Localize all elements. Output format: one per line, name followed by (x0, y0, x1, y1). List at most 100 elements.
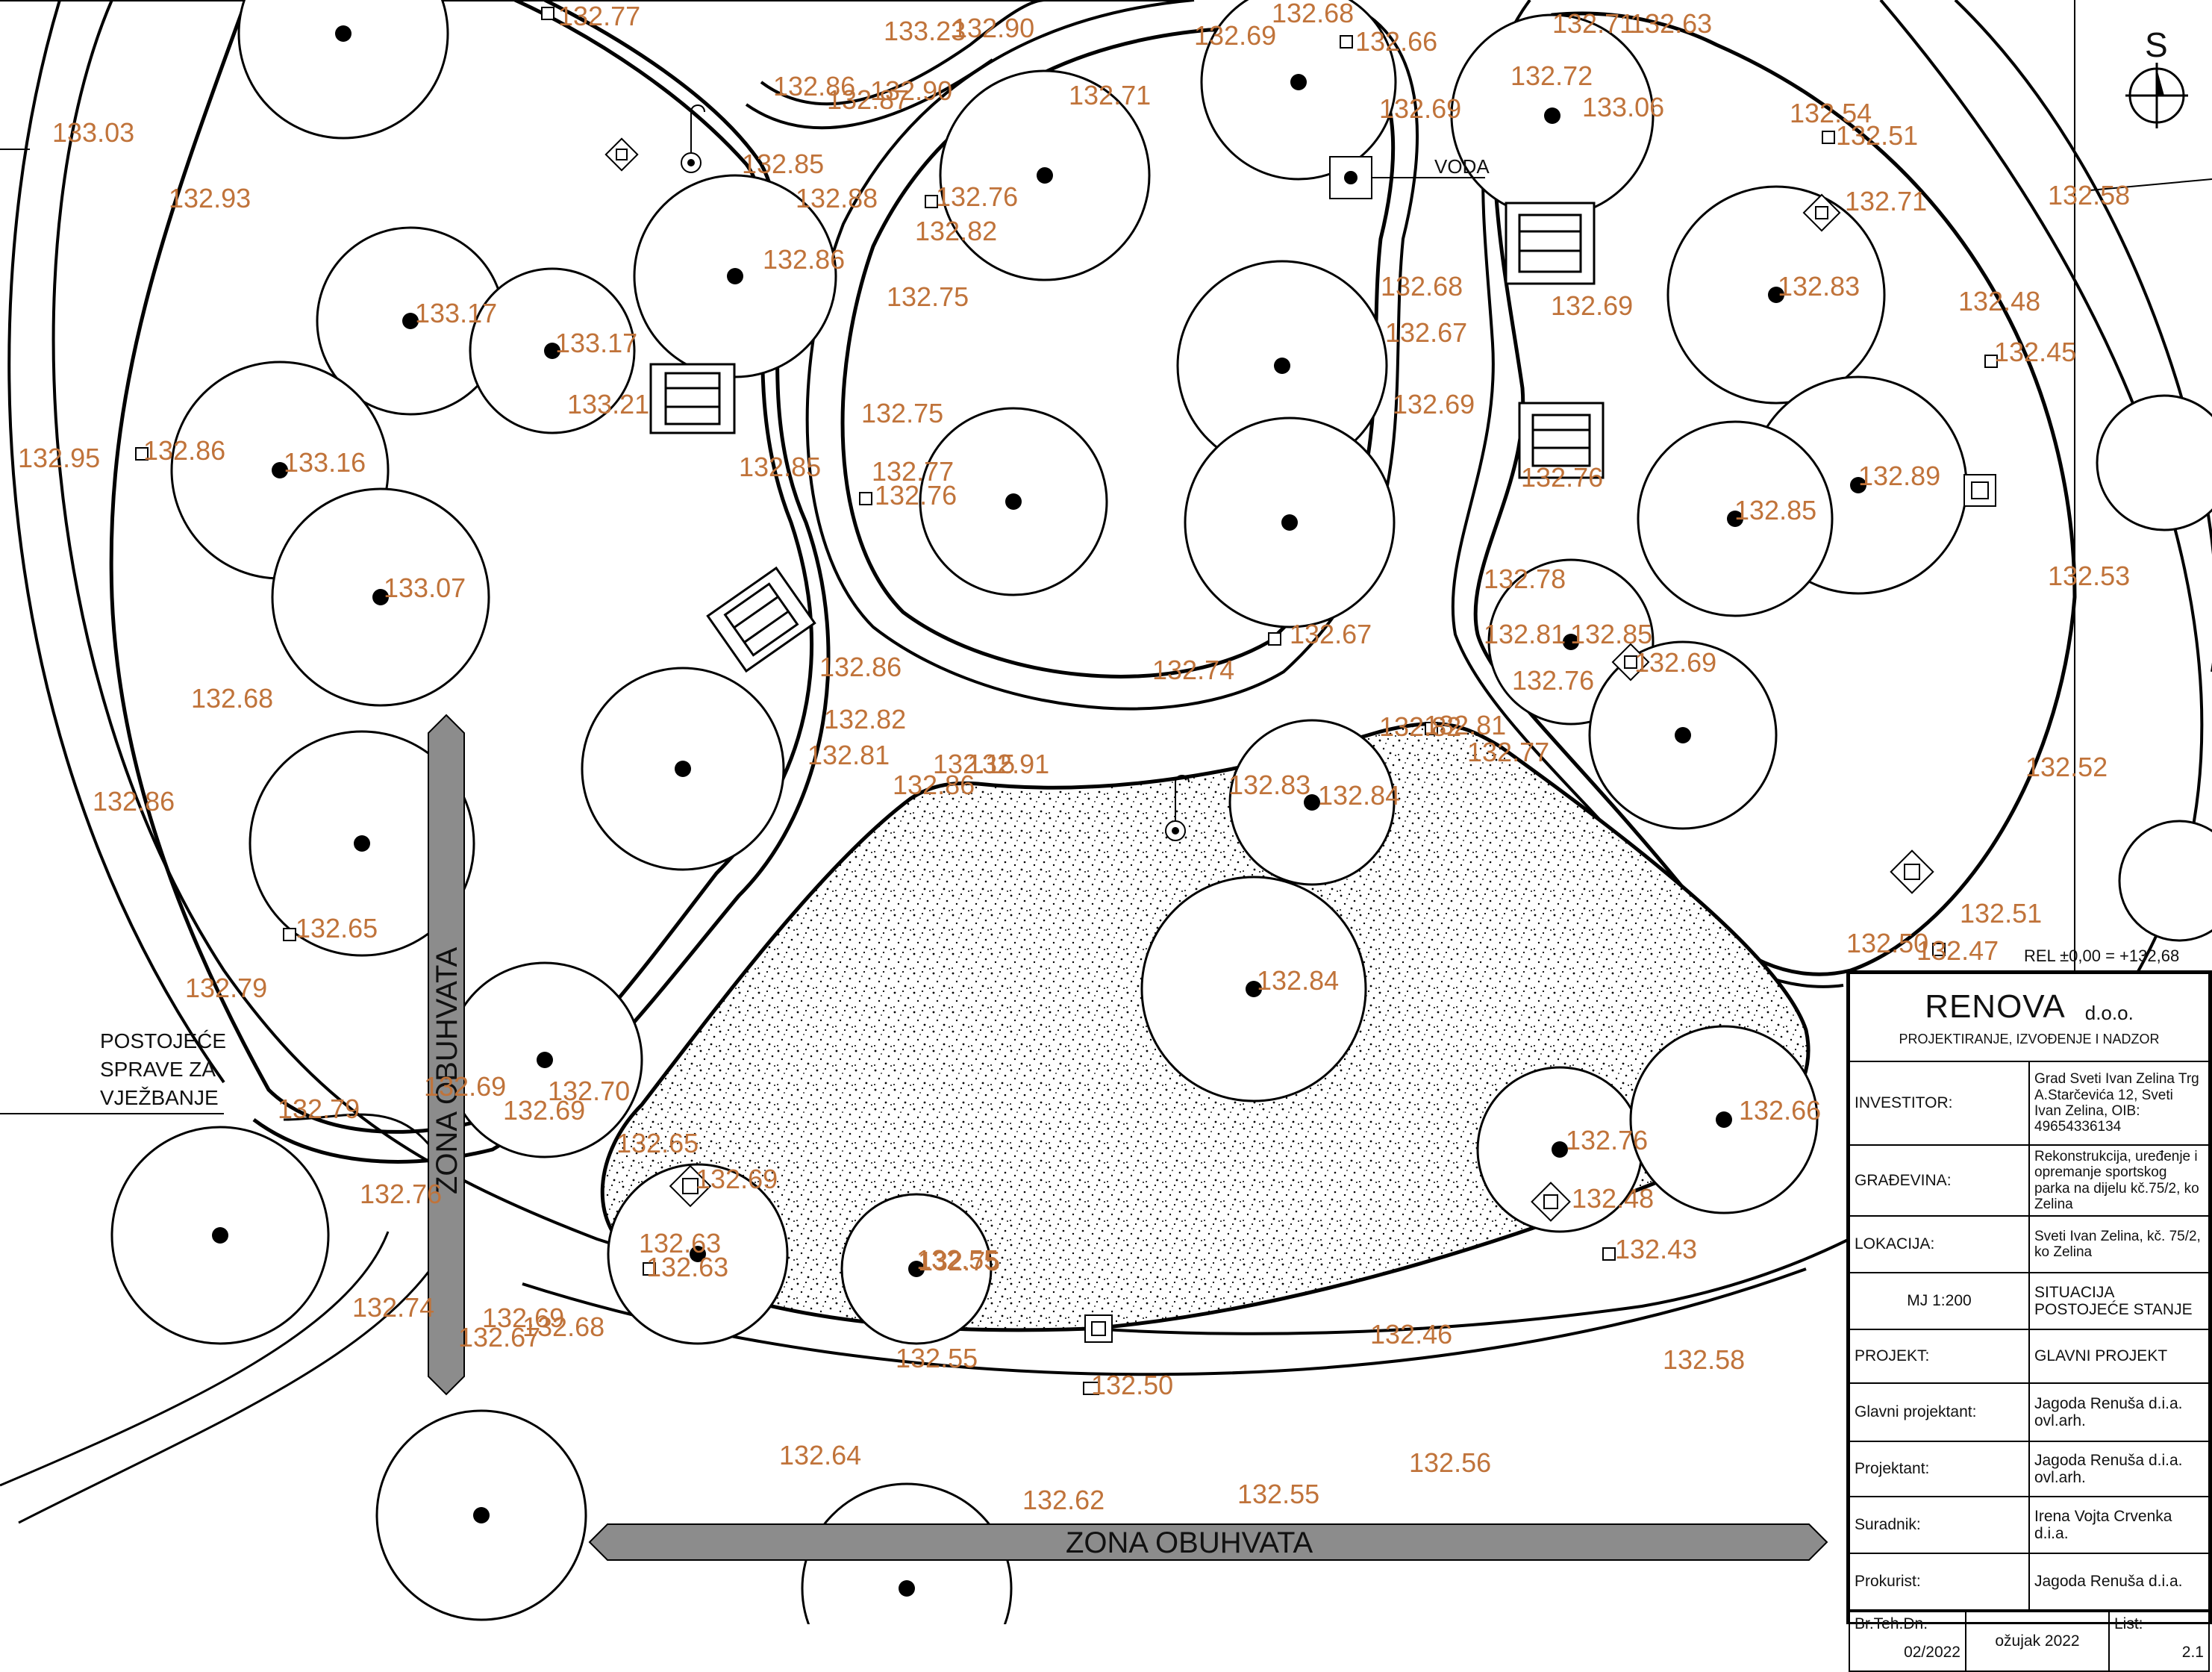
company-suffix: d.o.o. (2084, 1002, 2134, 1025)
elevation-spot: 132.69 (482, 1303, 564, 1333)
investor-value: Grad Sveti Ivan Zelina Trg A.Starčevića … (2028, 1061, 2210, 1146)
elevation-spot: 132.76 (360, 1179, 442, 1209)
drain (643, 1262, 656, 1276)
elevation-spot: 132.86 (93, 786, 175, 817)
elevation-spot: 132.69 (1379, 93, 1461, 124)
zone-label-vertical: ZONA OBUHVATA (431, 947, 463, 1194)
elevation-spot: 132.51 (1960, 898, 2042, 929)
elevation-spot: 132.86 (143, 435, 225, 466)
drain (135, 447, 149, 461)
building-value: Rekonstrukcija, uređenje i opremanje spo… (2028, 1144, 2210, 1217)
tree (469, 267, 636, 434)
lamp-fixture (1963, 474, 1996, 507)
elevation-spot: 132.54 (1790, 98, 1872, 128)
north-symbol-label: S (2145, 25, 2168, 64)
elevation-spot: 132.78 (1484, 564, 1566, 594)
tree (840, 1193, 993, 1345)
elevation-spot: 132.15 (933, 749, 1015, 779)
tree (2118, 820, 2212, 942)
elevation-spot: 132.43 (1615, 1234, 1697, 1264)
tree (607, 1163, 789, 1345)
tree (1666, 185, 1886, 405)
tree (446, 961, 643, 1158)
elevation-spot: 132.82 (824, 704, 906, 734)
elevation-spot: 133.21 (567, 389, 649, 419)
elevation-spot: 132.76 (1512, 665, 1594, 696)
drawing-title-line-2: POSTOJEĆE STANJE (2034, 1301, 2193, 1319)
bench (706, 566, 816, 673)
elevation-spot: 132.50 (1846, 928, 1928, 958)
zone-arrow-vertical: ZONA OBUHVATA (428, 714, 465, 1396)
drain (1083, 1382, 1099, 1395)
associate-value: Irena Vojta Crvenka d.i.a. (2028, 1496, 2210, 1555)
elevation-spot: 132.77 (1467, 737, 1549, 767)
tree (1450, 13, 1655, 218)
drawing-frame (0, 0, 2212, 1114)
elevation-spot: 132.68 (191, 683, 273, 714)
drinking-fountain (681, 104, 705, 173)
benches (649, 202, 1605, 673)
elevation-spot: 132.65 (616, 1128, 699, 1158)
tree (1184, 417, 1396, 628)
elevation-spot: 132.90 (952, 13, 1034, 43)
elevation-spot: 132.85 (1570, 619, 1652, 649)
north-arrow: S (2125, 25, 2188, 128)
date-value: ožujak 2022 (1965, 1611, 2110, 1672)
elevation-spot: 132.86 (763, 244, 845, 275)
elevation-spot: 132.72 (1510, 60, 1593, 91)
tree (375, 1409, 587, 1621)
elevation-spot: 132.85 (742, 149, 824, 179)
zone-label-horizontal: ZONA OBUHVATA (1066, 1526, 1313, 1559)
elevation-spot: 132.87 (827, 84, 909, 115)
project-value: GLAVNI PROJEKT (2028, 1329, 2210, 1385)
lamp-fixture (1802, 193, 1841, 232)
elevation-spot: 132.84 (1257, 965, 1339, 996)
elevation-spot: 132.50 (1091, 1370, 1173, 1400)
elevation-spot: 132.48 (1572, 1183, 1654, 1214)
water-tap (1329, 156, 1372, 199)
designer-label: Projektant: (1849, 1441, 2030, 1498)
chief-designer-label: Glavni projektant: (1849, 1382, 2030, 1443)
tree (110, 1126, 330, 1345)
water-label: VODA (1434, 155, 1490, 178)
elevation-spot: 132.48 (1958, 286, 2040, 316)
drain (283, 928, 296, 941)
company-subtitle: PROJEKTIRANJE, IZVOĐENJE I NADZOR (1899, 1031, 2160, 1046)
elevation-spot: 132.77 (872, 456, 954, 487)
tree (919, 407, 1108, 596)
elevation-spot: 132.79 (278, 1094, 360, 1124)
elevation-spot: 132.83 (1228, 770, 1310, 800)
elevation-spot: 132.63 (1630, 8, 1712, 39)
elevation-spot: 132.71 (1069, 80, 1151, 110)
title-block: RENOVA d.o.o. PROJEKTIRANJE, IZVOĐENJE I … (1846, 970, 2212, 1672)
elevation-spot: 132.69 (1393, 389, 1475, 419)
tree (271, 487, 490, 707)
central-round-lawn (745, 0, 1419, 711)
elevation-spot: 132.82 (1379, 711, 1461, 742)
elevation-spot: 132.55 (916, 1244, 999, 1275)
elevation-spot: 132.58 (2048, 180, 2130, 210)
drain (1425, 722, 1438, 735)
tech-number-value: 02/2022 (1904, 1643, 1961, 1661)
lamp-fixture (1611, 643, 1650, 681)
elevation-spot: 132.76 (936, 181, 1018, 212)
elevation-spot: 132.66 (1355, 26, 1437, 57)
tree (1588, 640, 1778, 830)
tree (249, 730, 475, 957)
elevation-spot: 132.71 (1845, 186, 1927, 216)
drain (541, 7, 554, 20)
tree (1228, 719, 1396, 886)
bench (1518, 402, 1605, 479)
elevation-spot: 132.85 (739, 452, 821, 482)
elevation-spot: 132.69 (1634, 647, 1716, 678)
elevation-spot: 132.53 (2048, 561, 2130, 591)
elevation-spot: 132.68 (1381, 271, 1463, 302)
tree (1176, 260, 1388, 472)
proxy-label: Prokurist: (1849, 1553, 2030, 1612)
elevation-spot: 132.74 (1152, 655, 1234, 685)
elevation-spot: 132.55 (1237, 1479, 1319, 1509)
elevation-spot: 132.77 (558, 1, 640, 31)
elevation-spot: 132.76 (1521, 462, 1603, 493)
outer-path-ring (0, 0, 2212, 1524)
elevation-labels: 132.77 133.23 132.90 132.68 132.69 132.6… (18, 0, 2130, 1515)
